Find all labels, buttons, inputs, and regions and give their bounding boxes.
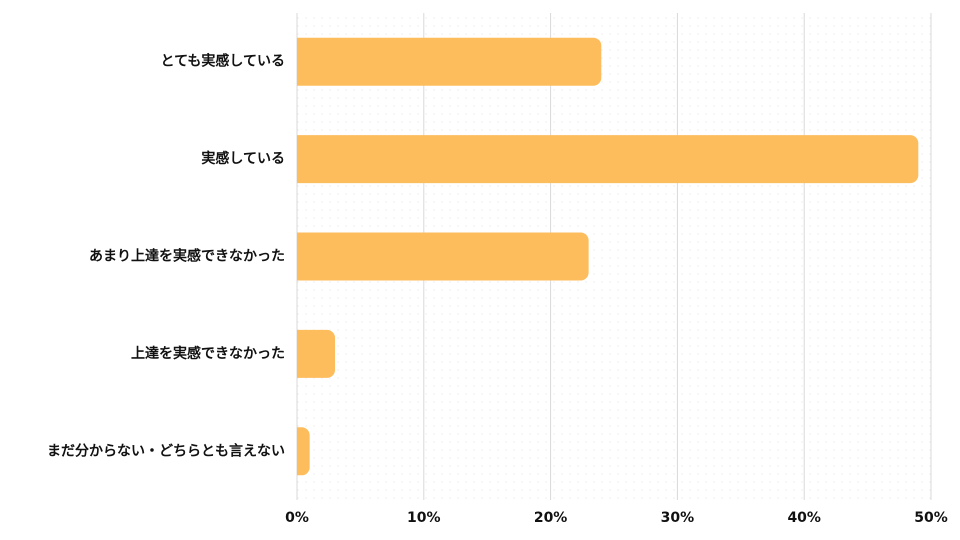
y-tick-label: あまり上達を実感できなかった	[89, 248, 285, 265]
y-tick-label: とても実感している	[161, 53, 285, 70]
x-tick-label: 40%	[787, 510, 821, 526]
bar	[297, 135, 919, 184]
bar	[297, 232, 589, 281]
x-tick-label: 20%	[534, 510, 568, 526]
x-tick-label: 50%	[914, 510, 948, 526]
bar	[297, 329, 336, 378]
x-tick-label: 0%	[285, 510, 309, 526]
y-tick-label: 上達を実感できなかった	[131, 345, 285, 362]
y-tick-label: まだ分からない・どちらとも言えない	[47, 442, 285, 459]
x-tick-label: 30%	[661, 510, 695, 526]
bar	[297, 37, 602, 86]
bar	[297, 427, 310, 476]
y-tick-label: 実感している	[201, 150, 285, 167]
x-tick-label: 10%	[407, 510, 441, 526]
